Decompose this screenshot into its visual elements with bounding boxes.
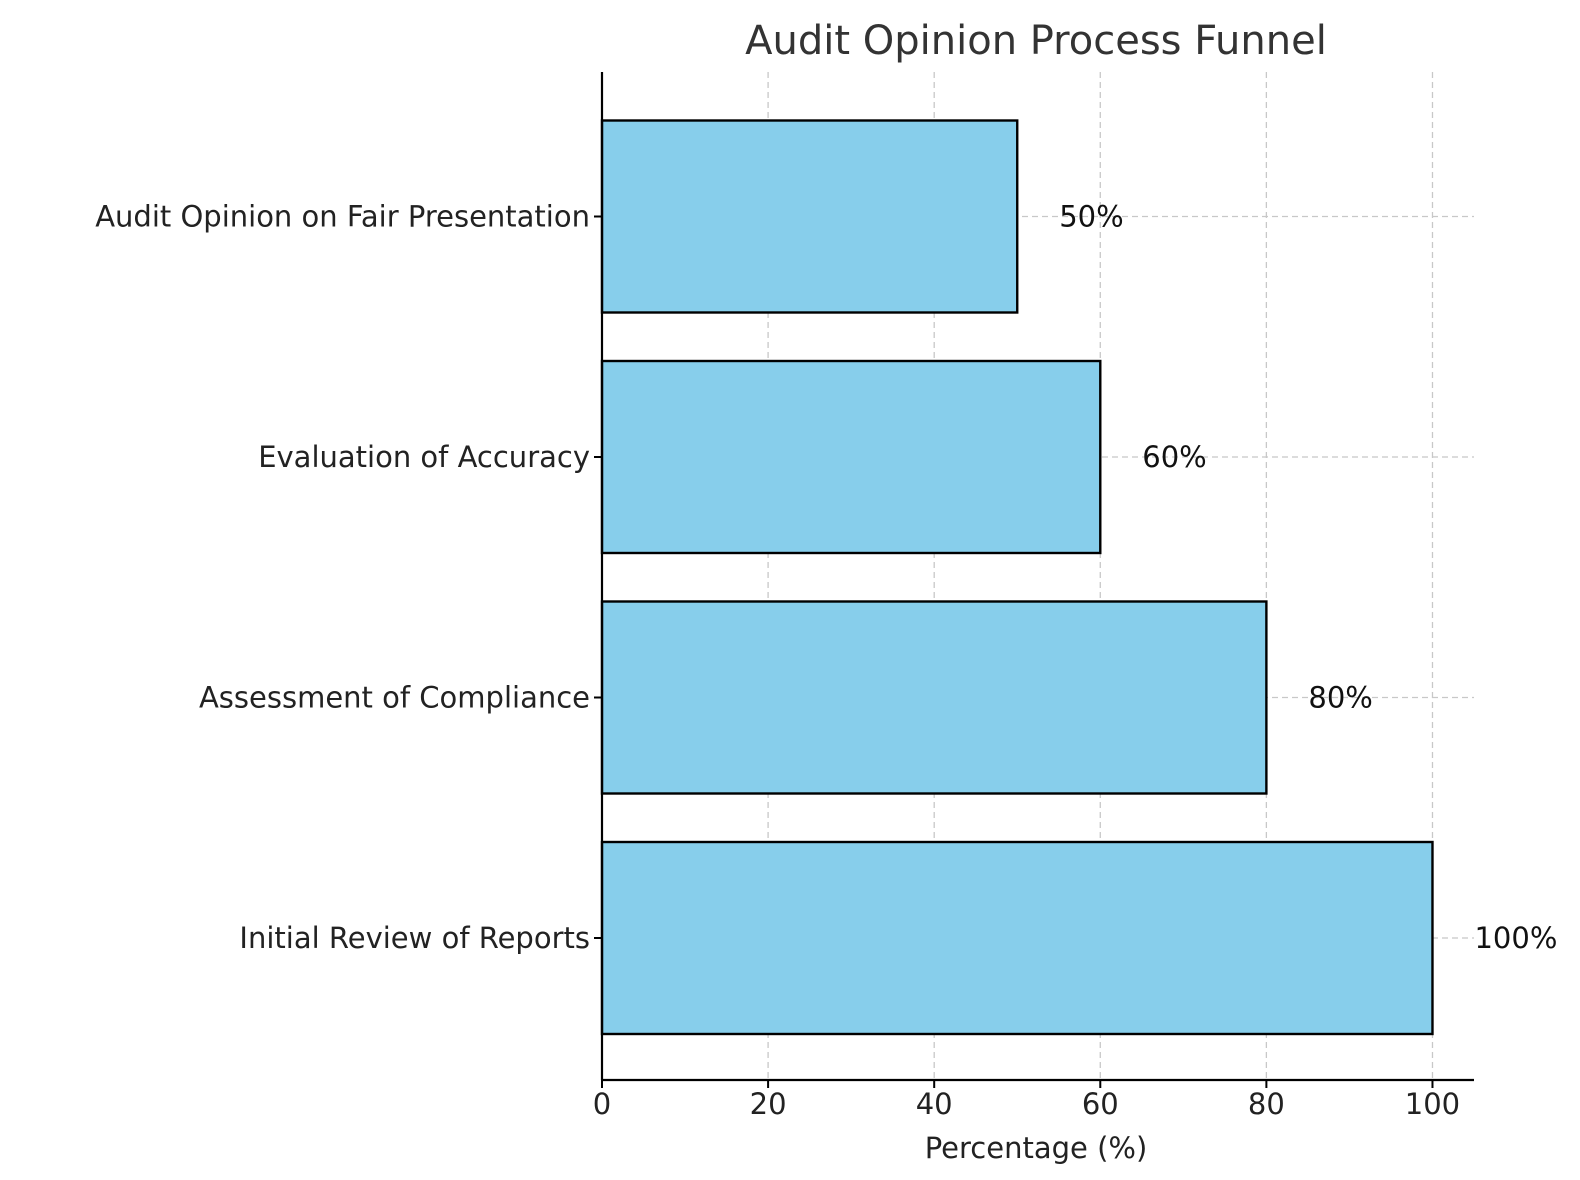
y-axis-ticks: Initial Review of Reports Assessment of C… bbox=[95, 200, 602, 955]
x-tick-label: 40 bbox=[916, 1087, 953, 1121]
bar bbox=[600, 359, 1102, 555]
x-tick-label: 80 bbox=[1248, 1087, 1285, 1121]
category-label: Assessment of Compliance bbox=[199, 681, 590, 715]
x-tick-label: 20 bbox=[750, 1087, 787, 1121]
data-label: 100% bbox=[1474, 921, 1557, 955]
x-axis-label: Percentage (%) bbox=[925, 1131, 1148, 1165]
category-label: Initial Review of Reports bbox=[239, 921, 590, 955]
x-axis-ticks: 0 20 40 60 80 100 bbox=[593, 1080, 1460, 1121]
x-tick-label: 100 bbox=[1405, 1087, 1460, 1121]
category-label: Audit Opinion on Fair Presentation bbox=[95, 200, 590, 234]
bar bbox=[600, 840, 1434, 1036]
data-label: 60% bbox=[1142, 440, 1206, 474]
bars bbox=[600, 119, 1434, 1036]
x-tick-label: 60 bbox=[1082, 1087, 1119, 1121]
category-label: Evaluation of Accuracy bbox=[258, 440, 590, 474]
data-labels: 100% 80% 60% 50% bbox=[1059, 200, 1557, 956]
data-label: 50% bbox=[1059, 200, 1123, 234]
chart-title: Audit Opinion Process Funnel bbox=[745, 18, 1327, 64]
data-label: 80% bbox=[1308, 681, 1372, 715]
bar bbox=[600, 119, 1019, 314]
bar bbox=[600, 600, 1268, 795]
x-tick-label: 0 bbox=[593, 1087, 611, 1121]
